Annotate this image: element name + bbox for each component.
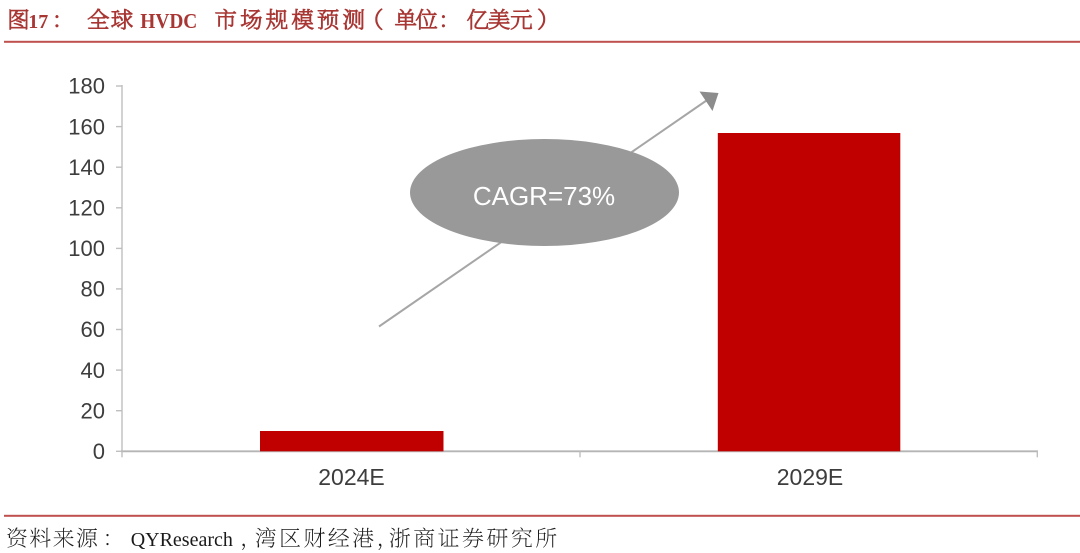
- svg-text:20: 20: [81, 398, 105, 423]
- svg-text:40: 40: [81, 358, 105, 383]
- svg-text:2024E: 2024E: [318, 464, 385, 490]
- svg-text:120: 120: [68, 196, 105, 221]
- svg-text:100: 100: [68, 236, 105, 261]
- svg-text:HVDC: HVDC: [140, 9, 197, 33]
- svg-text:60: 60: [81, 317, 105, 342]
- svg-text:160: 160: [68, 114, 105, 139]
- svg-text:80: 80: [81, 277, 105, 302]
- svg-text:QYResearch: QYResearch: [131, 529, 233, 551]
- svg-text:CAGR=73%: CAGR=73%: [473, 181, 615, 211]
- svg-text:2029E: 2029E: [777, 464, 844, 490]
- svg-text:0: 0: [93, 439, 105, 464]
- svg-text:180: 180: [68, 74, 105, 99]
- svg-text:17: 17: [28, 11, 48, 33]
- svg-text:140: 140: [68, 155, 105, 180]
